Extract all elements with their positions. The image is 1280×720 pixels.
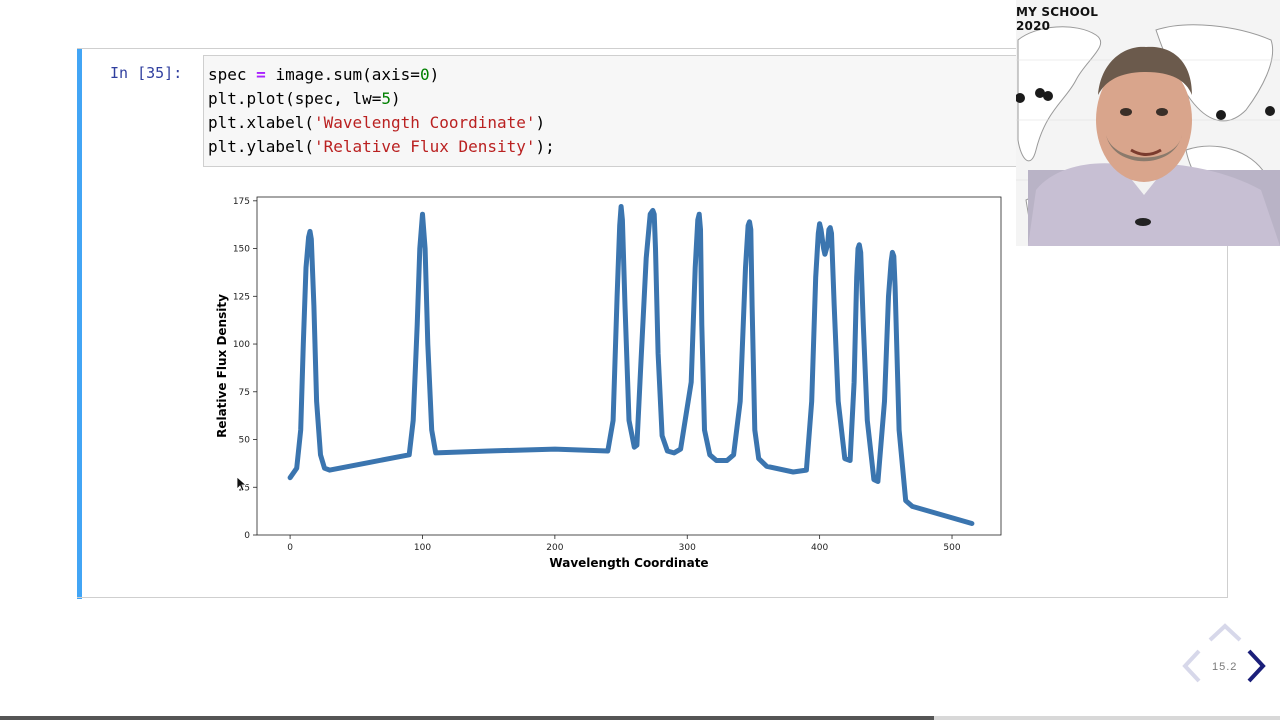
code-operator: = bbox=[256, 65, 266, 84]
code-number: 5 bbox=[381, 89, 392, 108]
code-line-3: plt.xlabel('Wavelength Coordinate') bbox=[208, 113, 545, 133]
mouse-cursor-icon bbox=[236, 476, 248, 492]
y-tick-label: 75 bbox=[239, 388, 250, 398]
code-string: 'Relative Flux Density' bbox=[313, 137, 536, 156]
line-chart: 0 100 200 300 400 500 0 25 50 75 100 125 150 175 Wavel… bbox=[215, 196, 1002, 570]
code-line-1: spec = image.sum(axis=0) bbox=[208, 65, 439, 85]
y-tick-label: 150 bbox=[233, 245, 250, 255]
series-line bbox=[287, 204, 975, 526]
code-number: 0 bbox=[419, 65, 430, 84]
y-tick-label: 25 bbox=[239, 483, 250, 493]
y-tick-label: 100 bbox=[233, 340, 250, 350]
x-tick-label: 0 bbox=[287, 543, 293, 553]
code-token: plt.xlabel( bbox=[208, 113, 314, 132]
y-tick-label: 0 bbox=[244, 531, 250, 541]
x-tick-label: 300 bbox=[679, 543, 696, 553]
progress-bar bbox=[0, 716, 1280, 720]
slide-counter: 15.2 bbox=[1212, 661, 1238, 673]
webcam-overlay: MY SCHOOL 2020 bbox=[1016, 0, 1280, 246]
code-input[interactable] bbox=[203, 55, 1033, 167]
code-token: spec bbox=[208, 65, 257, 84]
cell-prompt: In [35]: bbox=[110, 64, 183, 82]
y-tick-label: 175 bbox=[233, 197, 250, 207]
code-token: ); bbox=[535, 137, 555, 156]
nav-left-icon[interactable] bbox=[1181, 648, 1203, 684]
x-tick-label: 500 bbox=[943, 543, 960, 553]
y-axis-label: Relative Flux Density bbox=[215, 294, 229, 438]
code-token: ) bbox=[391, 89, 401, 108]
y-tick-label: 50 bbox=[239, 436, 251, 446]
code-token: ) bbox=[535, 113, 546, 132]
code-token: image.sum(axis= bbox=[265, 65, 420, 84]
cell-selection-bar bbox=[77, 48, 82, 599]
school-title: MY SCHOOL 2020 bbox=[1016, 5, 1099, 33]
notebook-cell[interactable] bbox=[77, 48, 1228, 598]
code-line-2: plt.plot(spec, lw=5) bbox=[208, 89, 401, 109]
world-map-backdrop bbox=[1016, 0, 1280, 246]
code-line-4: plt.ylabel('Relative Flux Density'); bbox=[208, 137, 555, 157]
x-axis-label: Wavelength Coordinate bbox=[549, 556, 708, 570]
x-tick-label: 200 bbox=[546, 543, 563, 553]
y-tick-label: 125 bbox=[233, 292, 250, 302]
nav-up-icon[interactable] bbox=[1207, 623, 1243, 643]
code-token: ) bbox=[429, 65, 440, 84]
code-string: 'Wavelength Coordinate' bbox=[313, 113, 536, 132]
progress-fill bbox=[0, 716, 935, 720]
code-token: plt.plot(spec, lw= bbox=[208, 89, 382, 108]
x-tick-label: 400 bbox=[811, 543, 828, 553]
code-token: plt.ylabel( bbox=[208, 137, 314, 156]
x-tick-label: 100 bbox=[414, 543, 431, 553]
nav-right-icon[interactable] bbox=[1245, 648, 1267, 684]
